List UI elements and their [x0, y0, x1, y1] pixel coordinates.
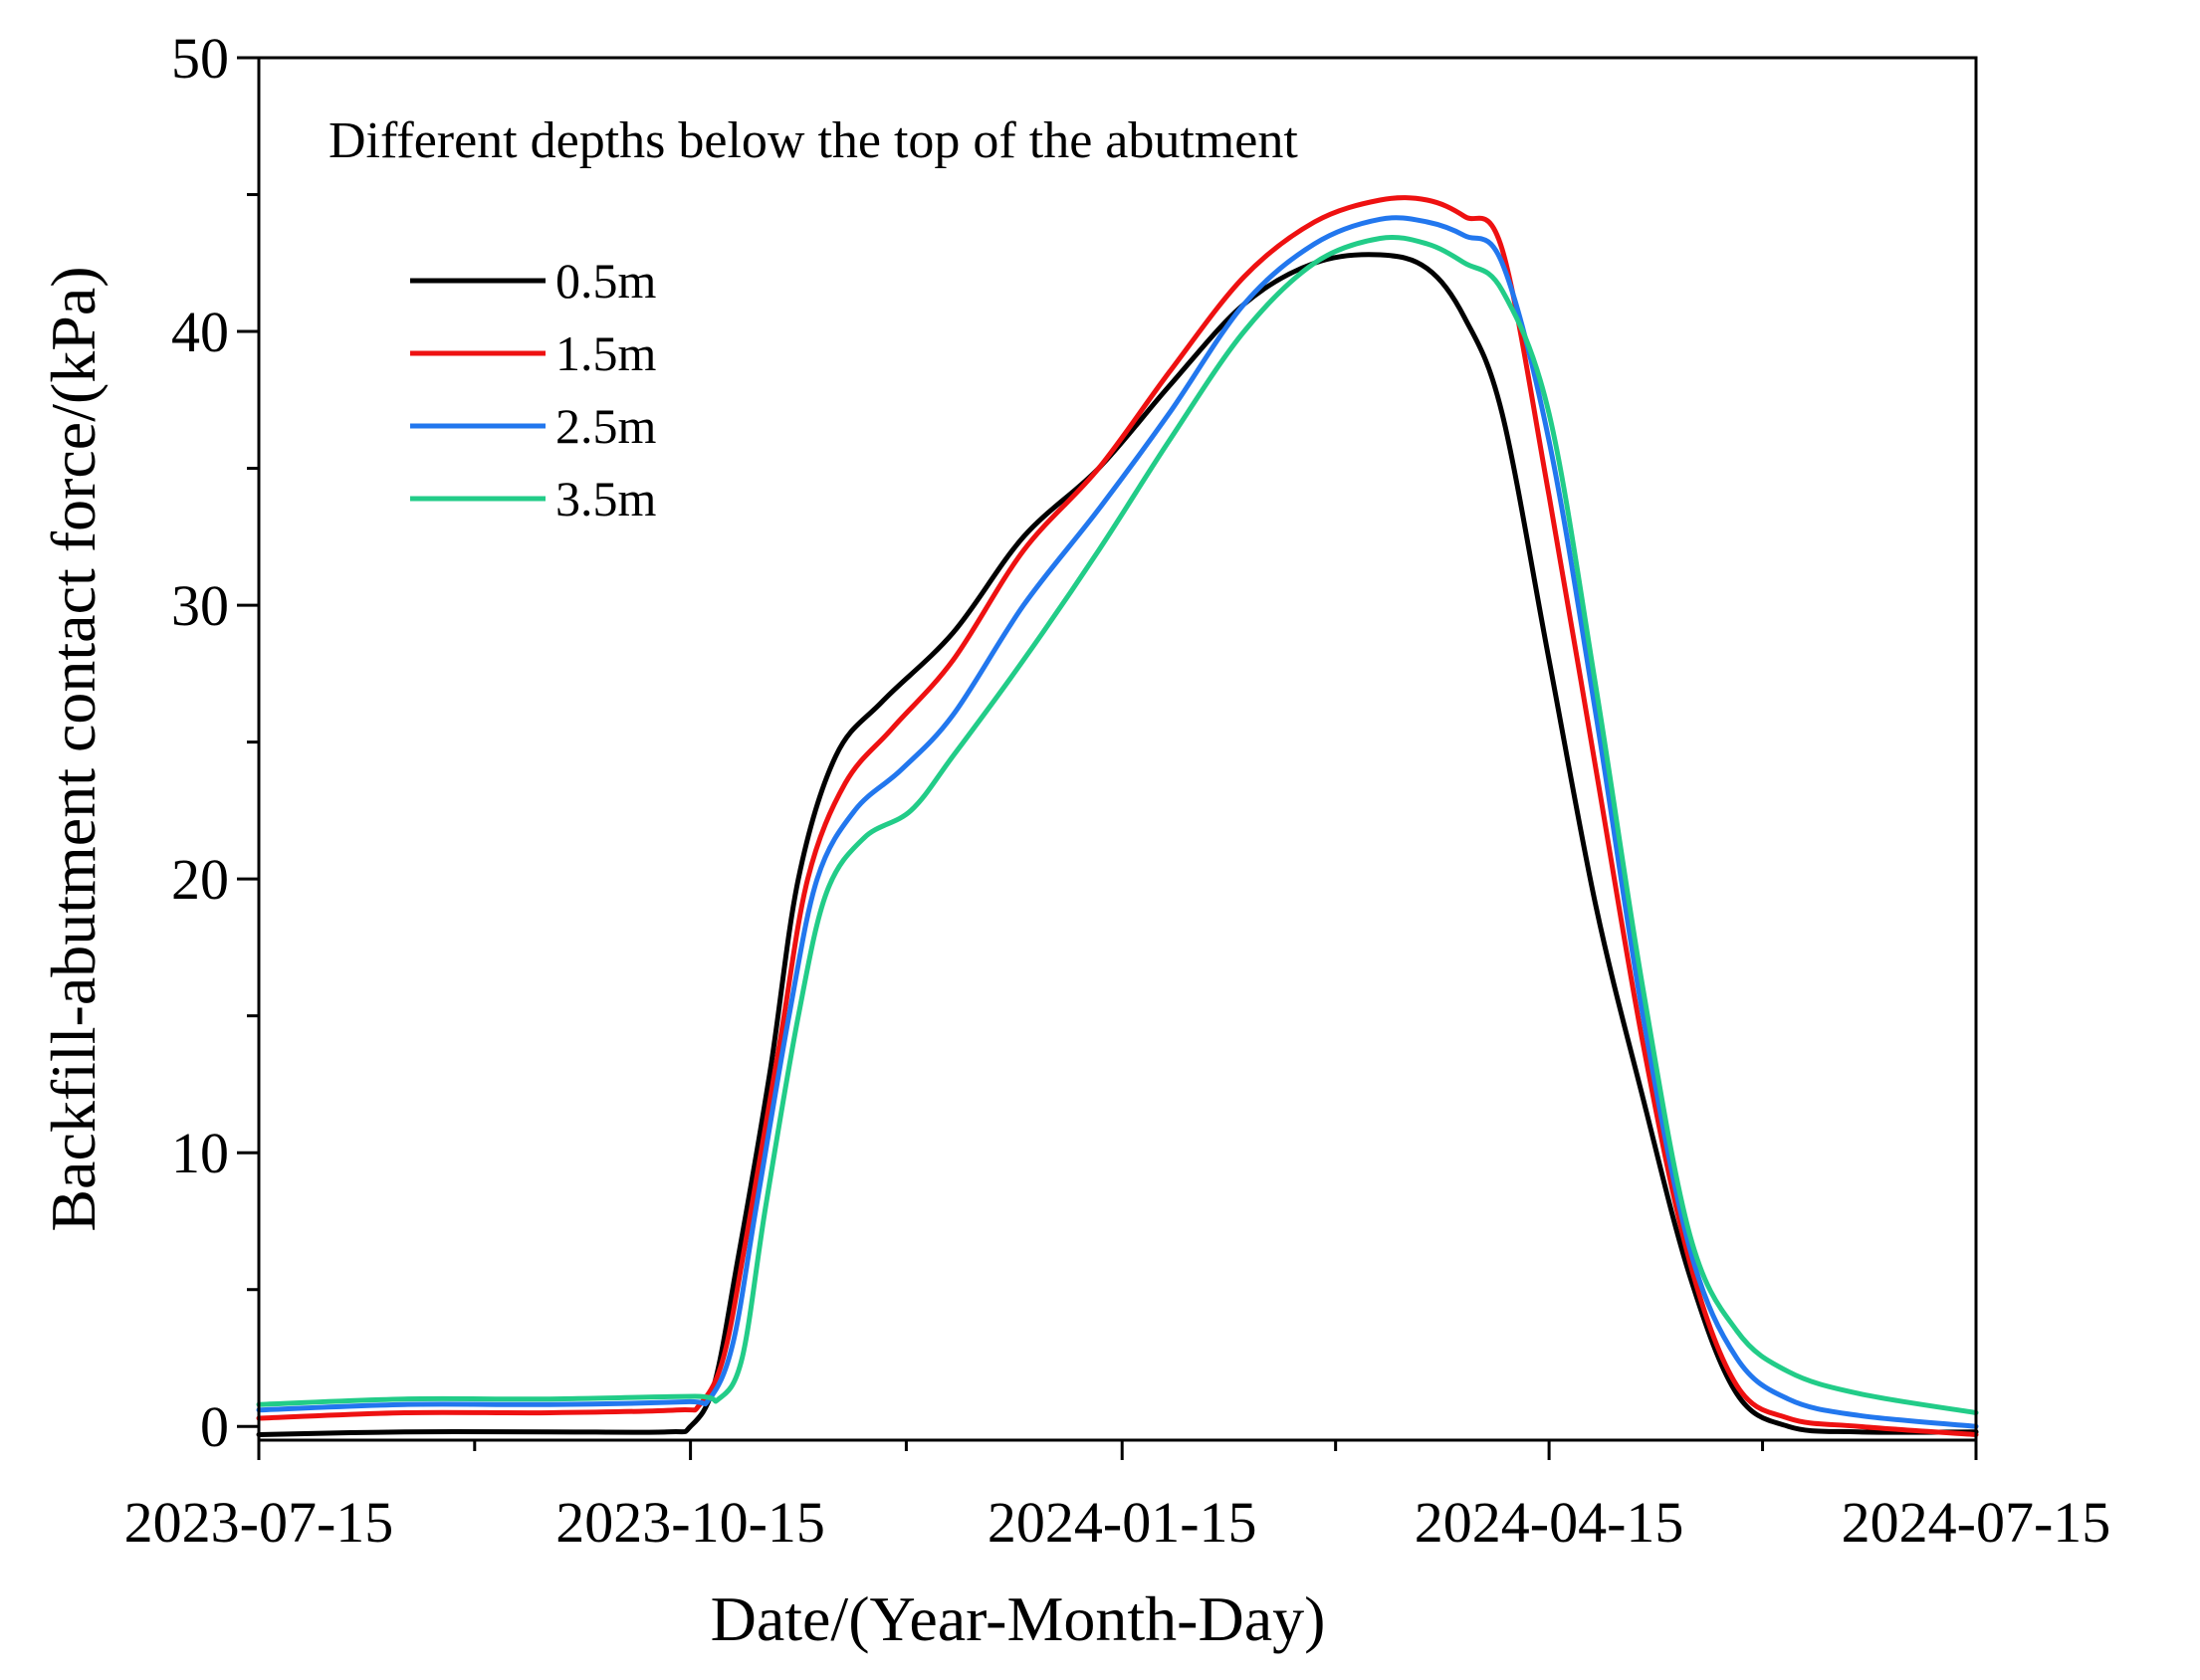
x-tick-label: 2024-04-15: [1415, 1490, 1684, 1555]
y-tick-label: 20: [171, 847, 229, 912]
x-tick-label: 2023-07-15: [124, 1490, 394, 1555]
plot-area: [259, 58, 1976, 1440]
x-tick-label: 2024-01-15: [988, 1490, 1257, 1555]
x-tick-label: 2023-10-15: [555, 1490, 825, 1555]
x-tick-label: 2024-07-15: [1842, 1490, 2111, 1555]
legend-label: 0.5m: [555, 253, 657, 309]
legend-label: 2.5m: [555, 398, 657, 454]
axes-frame: [257, 56, 1978, 1442]
y-tick-label: 30: [171, 573, 229, 638]
series-line-1-5m: [256, 195, 1979, 1437]
series-layer: [256, 195, 1979, 1437]
axes: 0 10 20 30 40 50 2023-07-15 2023-10-15 2024-01-1…: [124, 26, 2111, 1555]
chart-annotation: Different depths below the top of the ab…: [329, 112, 1298, 169]
y-tick-label: 50: [171, 26, 229, 91]
x-axis-title: Date/(Year-Month-Day): [711, 1583, 1326, 1654]
plot-background: [259, 58, 1976, 1440]
y-tick-label: 0: [200, 1394, 229, 1459]
legend-label: 1.5m: [555, 325, 657, 381]
y-tick-label: 10: [171, 1121, 229, 1185]
legend: 0.5m 1.5m 2.5m 3.5m: [410, 253, 657, 526]
series-line-3-5m: [256, 234, 1979, 1415]
series-line-2-5m: [256, 215, 1979, 1429]
legend-label: 3.5m: [555, 471, 657, 526]
y-axis-title: Backfill-abutment contact force/(kPa): [38, 266, 109, 1231]
y-tick-label: 40: [171, 300, 229, 364]
